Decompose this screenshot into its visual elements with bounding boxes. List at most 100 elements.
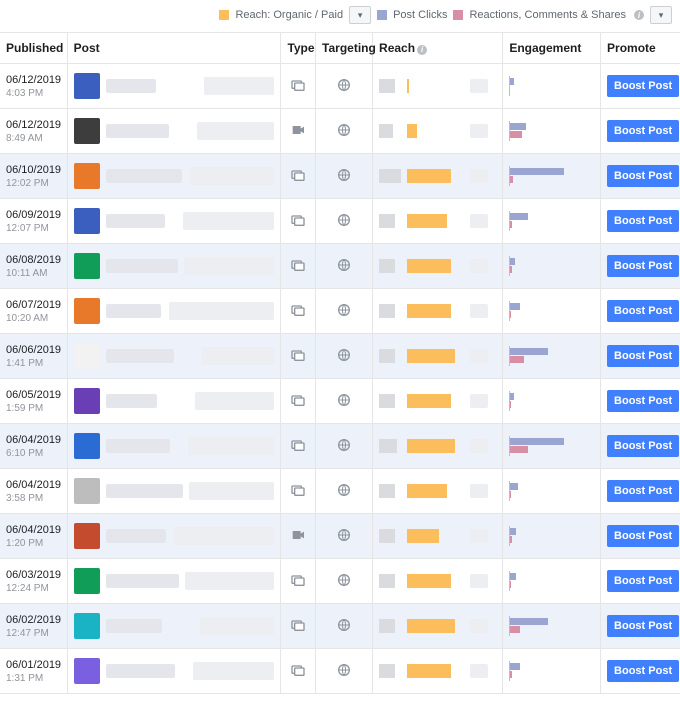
- col-post[interactable]: Post: [67, 33, 281, 64]
- reactions-bar: [510, 221, 512, 228]
- post-cell[interactable]: [67, 64, 281, 109]
- post-cell[interactable]: [67, 604, 281, 649]
- col-targeting[interactable]: Targeting: [316, 33, 373, 64]
- boost-post-button[interactable]: Boost Post: [607, 120, 679, 142]
- reach-number-cell: [373, 604, 465, 649]
- promote-cell: Boost Post: [601, 154, 680, 199]
- post-cell[interactable]: [67, 514, 281, 559]
- table-row[interactable]: 06/05/20191:59 PMBoost Post: [0, 379, 680, 424]
- boost-post-button[interactable]: Boost Post: [607, 570, 679, 592]
- engagement-dropdown[interactable]: ▾: [650, 6, 672, 24]
- post-thumbnail[interactable]: [74, 73, 100, 99]
- table-row[interactable]: 06/04/20196:10 PMBoost Post: [0, 424, 680, 469]
- boost-post-button[interactable]: Boost Post: [607, 255, 679, 277]
- post-thumbnail[interactable]: [74, 118, 100, 144]
- col-promote[interactable]: Promote: [601, 33, 680, 64]
- post-cell[interactable]: [67, 424, 281, 469]
- globe-icon: [336, 219, 352, 231]
- clicks-bar: [510, 348, 548, 355]
- table-row[interactable]: 06/04/20193:58 PMBoost Post: [0, 469, 680, 514]
- reach-value-redacted: [470, 304, 488, 318]
- table-row[interactable]: 06/07/201910:20 AMBoost Post: [0, 289, 680, 334]
- post-thumbnail[interactable]: [74, 523, 100, 549]
- table-row[interactable]: 06/08/201910:11 AMBoost Post: [0, 244, 680, 289]
- reach-gap-cell: [464, 649, 503, 694]
- post-cell[interactable]: [67, 559, 281, 604]
- type-cell: [281, 649, 316, 694]
- post-cell[interactable]: [67, 289, 281, 334]
- post-cell[interactable]: [67, 154, 281, 199]
- reach-paid-bar: [379, 574, 395, 588]
- post-thumbnail[interactable]: [74, 478, 100, 504]
- post-thumbnail[interactable]: [74, 343, 100, 369]
- boost-post-button[interactable]: Boost Post: [607, 210, 679, 232]
- post-date: 06/04/2019: [6, 524, 61, 536]
- table-row[interactable]: 06/10/201912:02 PMBoost Post: [0, 154, 680, 199]
- post-time: 6:10 PM: [6, 448, 61, 459]
- boost-post-button[interactable]: Boost Post: [607, 660, 679, 682]
- post-cell[interactable]: [67, 244, 281, 289]
- post-thumbnail[interactable]: [74, 208, 100, 234]
- post-title-redacted: [106, 664, 175, 678]
- post-cell[interactable]: [67, 109, 281, 154]
- reach-value-redacted: [470, 619, 488, 633]
- reach-organic-bar: [407, 574, 451, 588]
- boost-post-button[interactable]: Boost Post: [607, 165, 679, 187]
- post-title-redacted: [106, 259, 178, 273]
- globe-icon: [336, 129, 352, 141]
- reactions-bar: [510, 536, 512, 543]
- table-row[interactable]: 06/04/20191:20 PMBoost Post: [0, 514, 680, 559]
- reach-value-redacted: [470, 394, 488, 408]
- table-row[interactable]: 06/12/20198:49 AM Boost Post: [0, 109, 680, 154]
- link-icon: [290, 444, 306, 456]
- post-cell[interactable]: [67, 334, 281, 379]
- globe-icon: [336, 399, 352, 411]
- post-text-redacted: [193, 662, 274, 680]
- col-type[interactable]: Type: [281, 33, 316, 64]
- post-cell[interactable]: [67, 469, 281, 514]
- link-icon: [290, 354, 306, 366]
- post-time: 3:58 PM: [6, 493, 61, 504]
- promote-cell: Boost Post: [601, 424, 680, 469]
- col-engagement[interactable]: Engagement: [503, 33, 601, 64]
- published-cell: 06/12/20198:49 AM: [0, 109, 67, 154]
- boost-post-button[interactable]: Boost Post: [607, 345, 679, 367]
- table-row[interactable]: 06/01/20191:31 PMBoost Post: [0, 649, 680, 694]
- post-cell[interactable]: [67, 379, 281, 424]
- col-published[interactable]: Published: [0, 33, 67, 64]
- table-row[interactable]: 06/03/201912:24 PMBoost Post: [0, 559, 680, 604]
- boost-post-button[interactable]: Boost Post: [607, 435, 679, 457]
- boost-post-button[interactable]: Boost Post: [607, 390, 679, 412]
- info-icon: i: [634, 10, 644, 20]
- reach-dropdown[interactable]: ▾: [349, 6, 371, 24]
- boost-post-button[interactable]: Boost Post: [607, 75, 679, 97]
- post-date: 06/12/2019: [6, 74, 61, 86]
- post-thumbnail[interactable]: [74, 568, 100, 594]
- post-thumbnail[interactable]: [74, 298, 100, 324]
- post-text-redacted: [197, 122, 274, 140]
- post-cell[interactable]: [67, 199, 281, 244]
- boost-post-button[interactable]: Boost Post: [607, 300, 679, 322]
- targeting-cell: [316, 64, 373, 109]
- post-thumbnail[interactable]: [74, 163, 100, 189]
- video-icon: [290, 129, 306, 141]
- post-thumbnail[interactable]: [74, 433, 100, 459]
- legend-bar: Reach: Organic / Paid ▾ Post Clicks Reac…: [0, 0, 680, 33]
- boost-post-button[interactable]: Boost Post: [607, 525, 679, 547]
- col-reach[interactable]: Reachi: [373, 33, 503, 64]
- boost-post-button[interactable]: Boost Post: [607, 480, 679, 502]
- boost-post-button[interactable]: Boost Post: [607, 615, 679, 637]
- post-cell[interactable]: [67, 649, 281, 694]
- post-thumbnail[interactable]: [74, 253, 100, 279]
- post-date: 06/08/2019: [6, 254, 61, 266]
- table-row[interactable]: 06/09/201912:07 PMBoost Post: [0, 199, 680, 244]
- reach-paid-bar: [379, 349, 395, 363]
- globe-icon: [336, 84, 352, 96]
- post-thumbnail[interactable]: [74, 658, 100, 684]
- table-row[interactable]: 06/12/20194:03 PMBoost Post: [0, 64, 680, 109]
- table-row[interactable]: 06/06/20191:41 PMBoost Post: [0, 334, 680, 379]
- table-row[interactable]: 06/02/201912:47 PMBoost Post: [0, 604, 680, 649]
- post-thumbnail[interactable]: [74, 388, 100, 414]
- post-thumbnail[interactable]: [74, 613, 100, 639]
- engagement-cell: [503, 109, 601, 154]
